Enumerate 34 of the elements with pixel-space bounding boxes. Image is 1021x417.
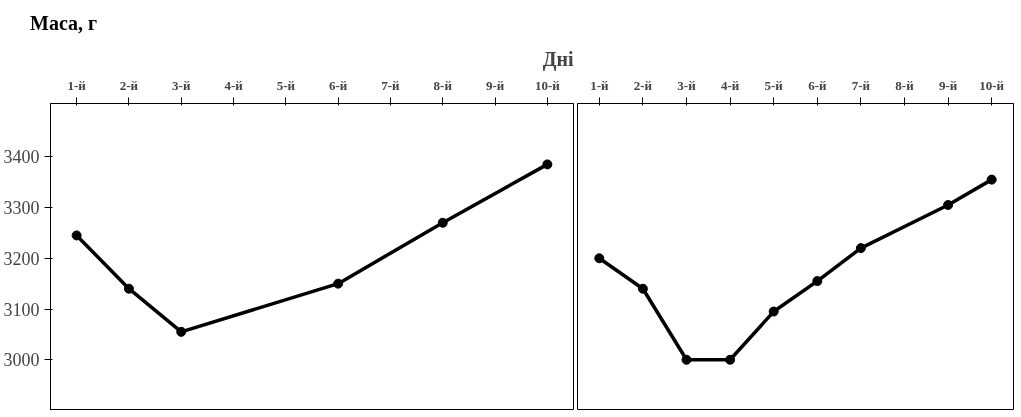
x-tick-label: 3-й [172,77,191,93]
x-tick-label: 5-й [764,77,784,93]
point [725,354,736,365]
x-tick-label: 8-й [433,77,453,93]
x-tick-label: 9-й [938,77,958,93]
point [637,283,648,294]
x-tick-label: 7-й [381,77,401,93]
x-tick-label: 10-й [979,77,1005,93]
x-tick-label: 7-й [851,77,871,93]
point [855,243,866,254]
x-tick-label: 4-й [720,77,740,93]
chart-title: Дні [542,47,574,71]
x-tick-label: 8-й [895,77,915,93]
x-tick-label: 5-й [276,77,296,93]
x-tick-label: 1-й [67,77,87,93]
x-tick-label: 2-й [633,77,653,93]
x-tick-label: 10-й [534,77,561,93]
x-tick-label: 3-й [677,77,697,93]
y-tick-label: 3200 [3,248,40,269]
x-tick-label: 2-й [119,77,139,93]
point [594,253,605,264]
y-axis-title: Маса, г [30,11,98,36]
point [812,276,823,287]
x-tick-label: 1-й [590,77,609,93]
point [681,354,692,365]
x-tick-label: 6-й [808,77,827,93]
y-tick-label: 3100 [3,299,40,320]
x-tick-label: 6-й [328,77,348,93]
y-tick-label: 3400 [3,147,40,168]
y-tick-label: 3000 [3,350,40,371]
point [768,306,779,317]
y-tick-label: 3300 [3,198,40,219]
x-tick-label: 9-й [485,77,505,93]
x-tick-label: 4-й [224,77,244,93]
